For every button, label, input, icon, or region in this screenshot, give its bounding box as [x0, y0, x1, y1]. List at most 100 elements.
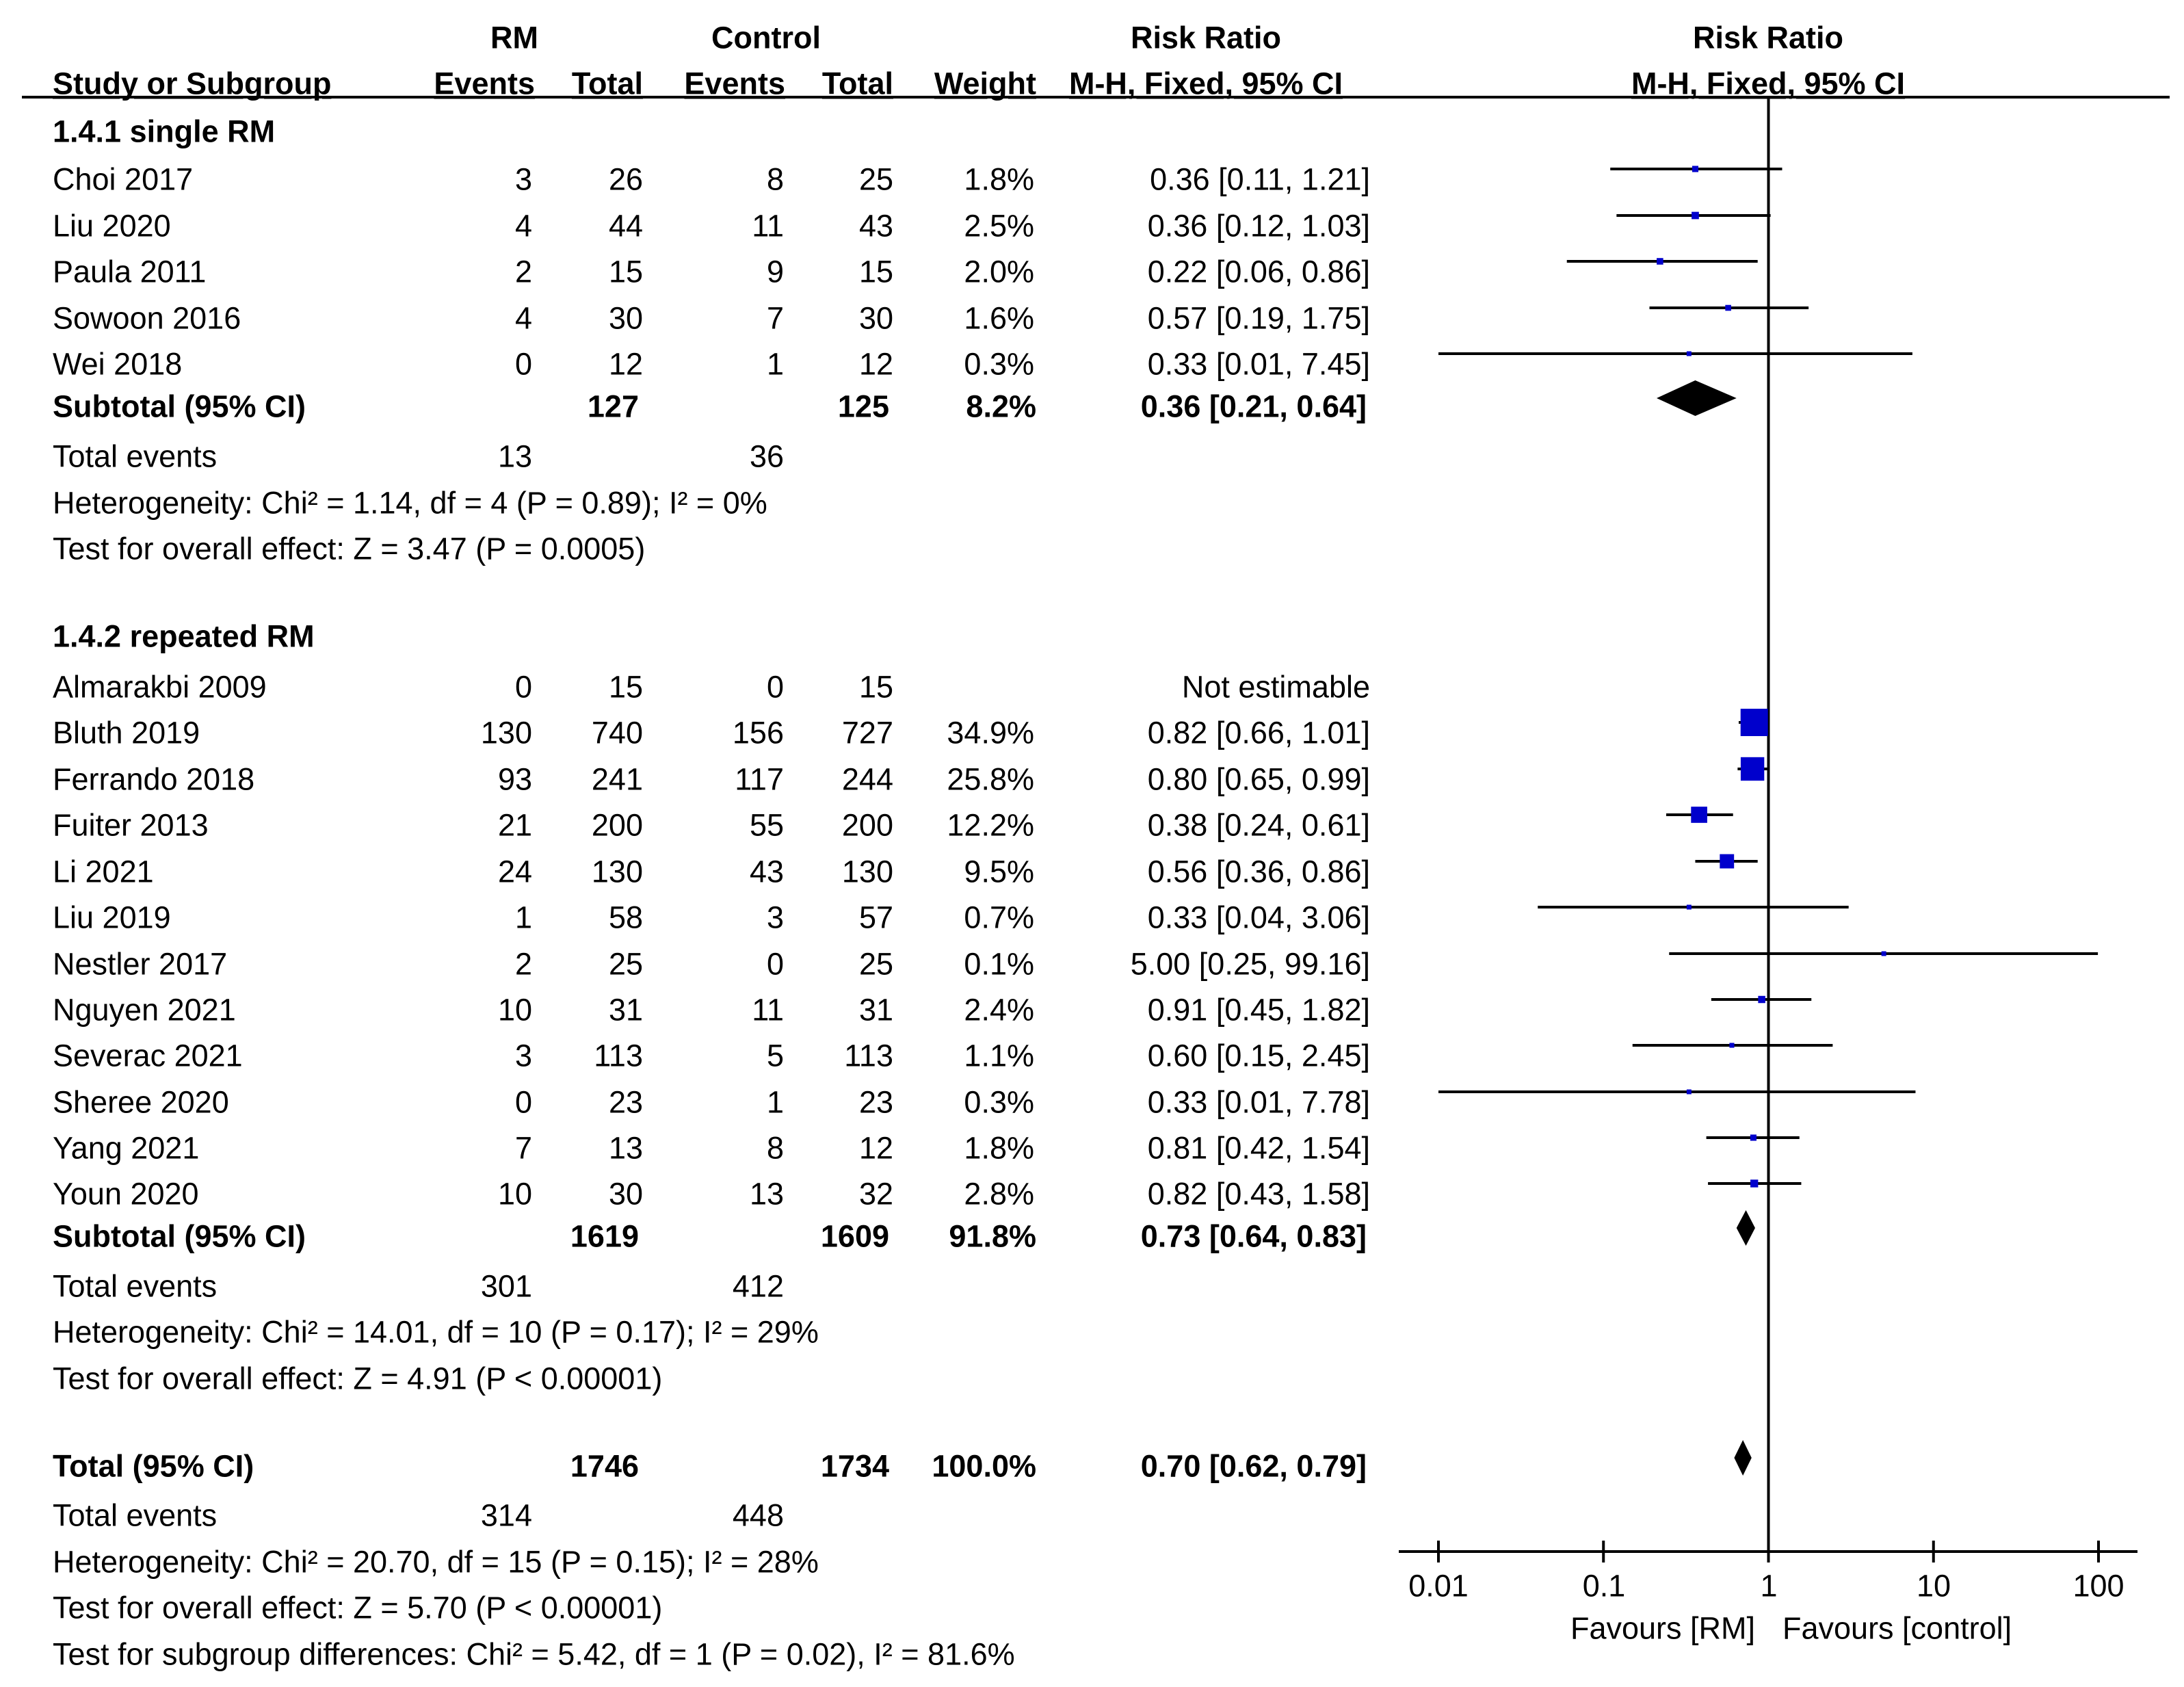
total-risk-ratio: 0.70 [0.62, 0.79]	[1140, 1448, 1367, 1484]
total-rm-header: Total	[571, 66, 643, 101]
pooled-diamond	[1736, 1210, 1755, 1246]
control-events: 3	[766, 900, 784, 935]
control-total: 25	[858, 946, 893, 982]
plot-method-header: M-H, Fixed, 95% CI	[1631, 66, 1906, 101]
risk-ratio-ci: 0.81 [0.42, 1.54]	[1147, 1130, 1370, 1166]
risk-ratio-ci: 0.36 [0.11, 1.21]	[1150, 161, 1370, 197]
pooled-diamond	[1656, 380, 1737, 416]
control-total: 244	[841, 761, 893, 797]
study-name: Wei 2018	[53, 346, 183, 382]
control-total: 43	[858, 208, 893, 244]
study-marker	[1686, 1089, 1692, 1095]
study-name: Sheree 2020	[53, 1084, 229, 1120]
risk-ratio-ci: 0.56 [0.36, 0.86]	[1147, 854, 1370, 889]
rm-events: 7	[514, 1130, 532, 1166]
rm-total: 44	[608, 208, 643, 244]
header-rule	[22, 96, 2170, 99]
control-events: 1	[766, 346, 784, 382]
study-marker	[1657, 258, 1663, 265]
rm-events: 1	[514, 900, 532, 935]
rm-total: 15	[608, 669, 643, 705]
subtotal-control-total: 1609	[820, 1218, 889, 1254]
control-events: 7	[766, 300, 784, 336]
weight: 2.5%	[964, 208, 1034, 244]
subtotal-weight: 8.2%	[966, 389, 1036, 424]
risk-ratio-ci: 5.00 [0.25, 99.16]	[1130, 946, 1370, 982]
weight: 2.0%	[964, 254, 1034, 289]
rm-events: 130	[480, 715, 532, 750]
study-marker	[1686, 351, 1692, 356]
risk-ratio-ci: 0.38 [0.24, 0.61]	[1147, 807, 1370, 843]
subtotal-risk-ratio: 0.73 [0.64, 0.83]	[1140, 1218, 1367, 1254]
risk-ratio-ci: 0.82 [0.43, 1.58]	[1147, 1176, 1370, 1212]
weight: 0.3%	[964, 1084, 1034, 1120]
control-events: 43	[749, 854, 784, 889]
total-events-rm: 301	[480, 1268, 532, 1304]
control-total: 12	[858, 1130, 893, 1166]
control-total: 32	[858, 1176, 893, 1212]
rm-total: 23	[608, 1084, 643, 1120]
study-marker	[1729, 1043, 1735, 1048]
total-events-label: Total events	[53, 439, 218, 474]
control-total: 25	[858, 161, 893, 197]
rm-total: 113	[594, 1038, 643, 1073]
study-name: Li 2021	[53, 854, 154, 889]
total-control-header: Total	[821, 66, 893, 101]
risk-ratio-ci: 0.33 [0.01, 7.45]	[1147, 346, 1370, 382]
subtotal-rm-total: 1619	[570, 1218, 639, 1254]
weight: 9.5%	[964, 854, 1034, 889]
favours-left-label: Favours [RM]	[1570, 1610, 1755, 1646]
study-name: Nestler 2017	[53, 946, 228, 982]
risk-ratio-ci: Not estimable	[1181, 669, 1370, 705]
subtotal-rm-total: 127	[587, 389, 639, 424]
study-marker	[1692, 166, 1699, 172]
study-marker	[1881, 951, 1886, 956]
control-events: 0	[766, 946, 784, 982]
weight-header: Weight	[934, 66, 1036, 101]
control-total: 15	[858, 669, 893, 705]
rm-total: 241	[591, 761, 643, 797]
heterogeneity-text: Heterogeneity: Chi² = 1.14, df = 4 (P = …	[53, 485, 767, 521]
group-header-rm: RM	[490, 20, 538, 55]
rm-total: 15	[608, 254, 643, 289]
control-total: 113	[844, 1038, 893, 1073]
favours-right-label: Favours [control]	[1782, 1610, 2012, 1646]
axis-tick-label: 1	[1760, 1568, 1778, 1604]
rm-events: 0	[514, 1084, 532, 1120]
group-header-control: Control	[711, 20, 821, 55]
study-name: Nguyen 2021	[53, 992, 236, 1028]
axis-tick-label: 100	[2073, 1568, 2124, 1604]
study-column-header: Study or Subgroup	[53, 66, 332, 101]
control-events: 13	[749, 1176, 784, 1212]
heterogeneity-text: Heterogeneity: Chi² = 14.01, df = 10 (P …	[53, 1314, 819, 1350]
method-header: M-H, Fixed, 95% CI	[1068, 66, 1343, 101]
control-events: 0	[766, 669, 784, 705]
risk-ratio-ci: 0.33 [0.01, 7.78]	[1147, 1084, 1370, 1120]
study-marker	[1750, 1134, 1757, 1141]
control-events: 8	[766, 161, 784, 197]
weight: 34.9%	[947, 715, 1034, 750]
rm-total: 30	[608, 300, 643, 336]
control-total: 31	[858, 992, 893, 1028]
weight: 1.1%	[964, 1038, 1034, 1073]
control-total: 57	[858, 900, 893, 935]
rm-total: 31	[608, 992, 643, 1028]
control-events: 156	[732, 715, 784, 750]
total-rm-total: 1746	[570, 1448, 639, 1484]
total-weight: 100.0%	[932, 1448, 1036, 1484]
control-total: 200	[841, 807, 893, 843]
events-rm-header: Events	[434, 66, 535, 101]
overall-effect-text: Test for overall effect: Z = 4.91 (P < 0…	[53, 1361, 663, 1396]
weight: 1.8%	[964, 1130, 1034, 1166]
risk-ratio-ci: 0.82 [0.66, 1.01]	[1147, 715, 1370, 750]
effect-header: Risk Ratio	[1130, 20, 1282, 55]
weight: 1.8%	[964, 161, 1034, 197]
risk-ratio-ci: 0.60 [0.15, 2.45]	[1147, 1038, 1370, 1073]
study-marker	[1692, 211, 1699, 220]
study-name: Bluth 2019	[53, 715, 200, 750]
risk-ratio-ci: 0.80 [0.65, 0.99]	[1147, 761, 1370, 797]
rm-events: 0	[514, 346, 532, 382]
rm-events: 10	[497, 1176, 532, 1212]
total-control-total: 1734	[820, 1448, 889, 1484]
